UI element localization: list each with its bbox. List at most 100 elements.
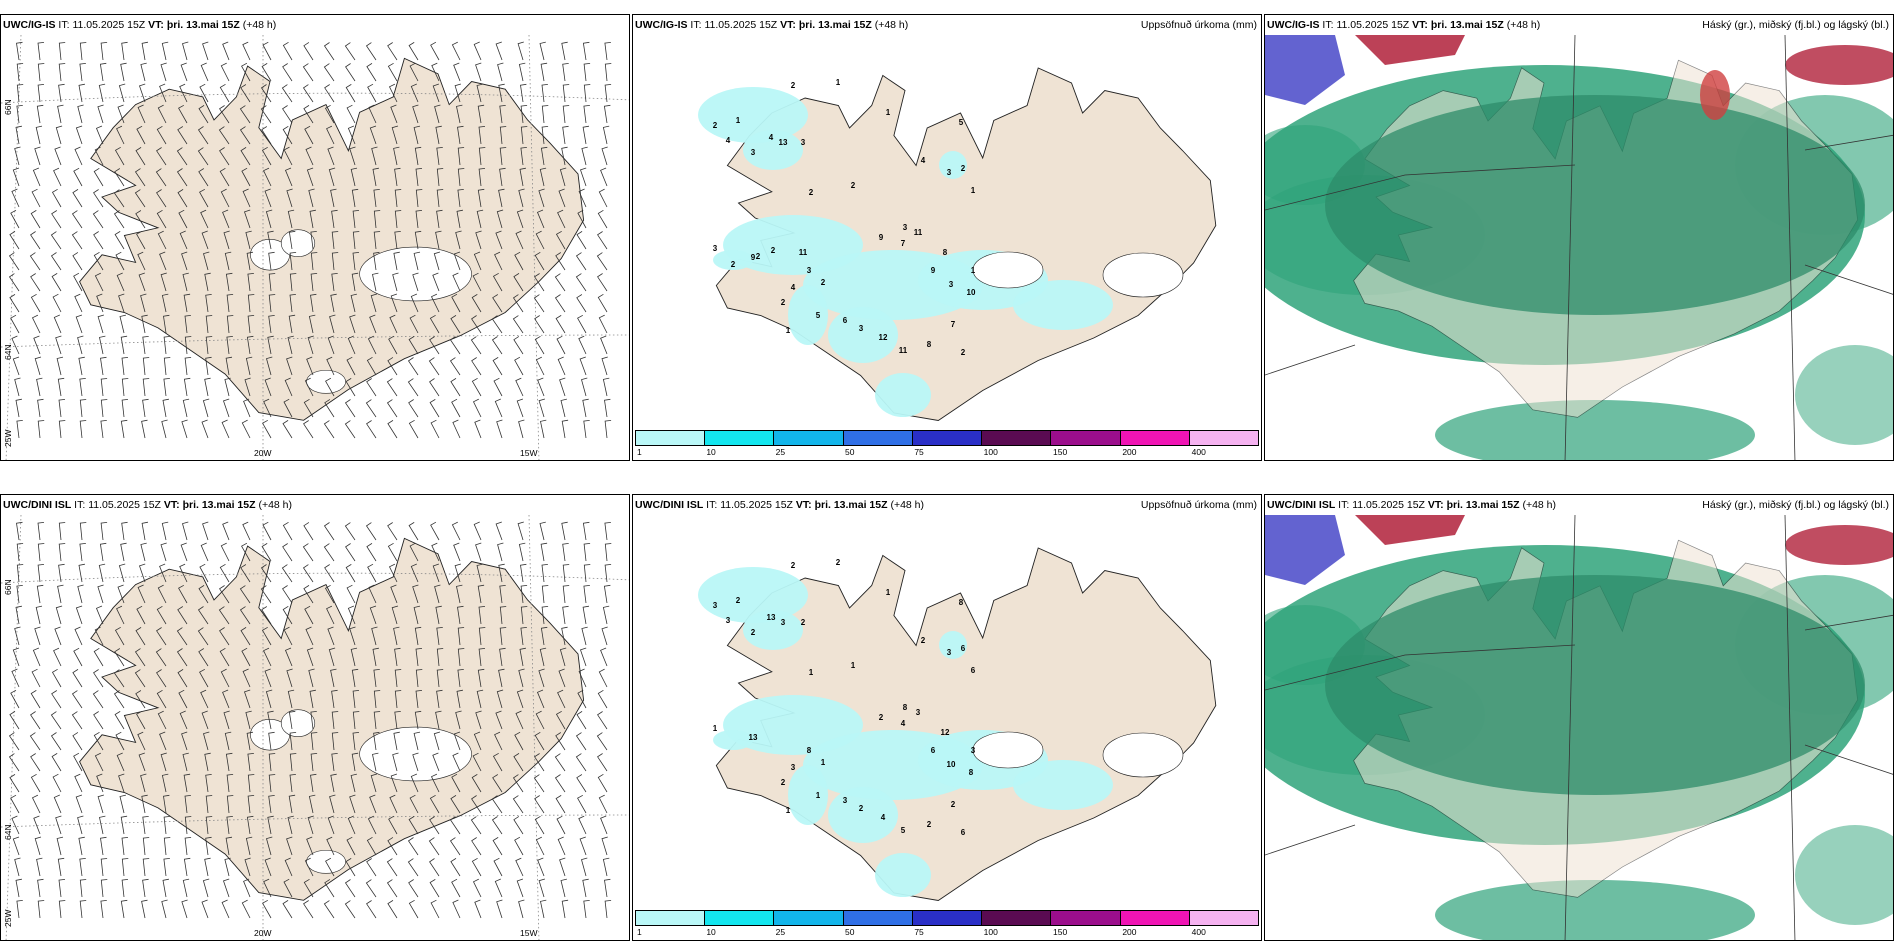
wind-barb (602, 857, 610, 877)
precip-value-label: 7 (951, 320, 956, 329)
wind-barb (562, 125, 569, 145)
wind-barb (302, 63, 314, 82)
wind-barb (219, 167, 230, 187)
precip-value-label: 10 (967, 288, 976, 297)
wind-barb (561, 626, 568, 646)
wind-barb (496, 689, 504, 709)
wind-barb (160, 752, 167, 772)
precip-value-label: 3 (726, 616, 731, 625)
low-cloud-area (1795, 345, 1893, 445)
glacier (1102, 732, 1184, 778)
wind-barb (578, 668, 587, 688)
wind-barb (181, 899, 188, 919)
precip-value-label: 6 (931, 746, 936, 755)
wind-barb (373, 231, 381, 250)
wind-barb (582, 125, 590, 145)
colorbar-cell (774, 911, 844, 925)
wind-barb (79, 522, 87, 541)
wind-barb (387, 420, 398, 439)
wind-barb (582, 398, 589, 418)
wind-barb (137, 104, 146, 124)
colorbar-cell (1189, 431, 1258, 445)
wind-barb (15, 398, 22, 418)
wind-barb (218, 606, 230, 625)
wind-barb (366, 63, 377, 82)
wind-barb (177, 189, 188, 208)
vt-value: þri. 13.mai 15Z (814, 499, 888, 511)
wind-barb (156, 209, 167, 229)
wind-barb (262, 419, 272, 439)
wind-barb (161, 899, 168, 919)
wind-barb (57, 104, 64, 124)
wind-barb (604, 420, 612, 439)
wind-barb (434, 104, 441, 124)
wind-barb (456, 104, 463, 124)
wind-barb (347, 815, 356, 835)
wind-barb (204, 377, 211, 397)
precip-value-label: 1 (971, 266, 976, 275)
wind-barb (241, 419, 251, 439)
wind-barb (161, 773, 169, 793)
wind-barb (219, 147, 230, 166)
wind-barb (161, 293, 169, 313)
vt-value: þri. 13.mai 15Z (798, 19, 872, 31)
wind-barb (519, 167, 526, 187)
wind-barb (352, 210, 360, 229)
wind-barb (324, 879, 335, 898)
wind-barb (37, 878, 44, 898)
vt-value: þri. 13.mai 15Z (166, 19, 240, 31)
wind-barb (35, 605, 43, 625)
wind-barb (408, 899, 419, 919)
wind-barb (79, 42, 87, 61)
wind-barb (15, 605, 22, 625)
wind-barb (79, 378, 86, 397)
wind-barb (286, 836, 293, 856)
lat-label-66n: 66N (3, 99, 13, 115)
wind-barb (281, 84, 293, 103)
wind-barb (394, 711, 401, 730)
wind-barb (582, 605, 590, 625)
model-name: UWC/IG-IS (3, 19, 56, 31)
wind-barb (304, 125, 314, 145)
colorbar-cell (1120, 431, 1190, 445)
colorbar-cell (1051, 911, 1121, 925)
wind-barb (449, 336, 461, 355)
precip-value-label: 3 (916, 708, 921, 717)
wind-barb (373, 189, 380, 208)
wind-barb (492, 294, 503, 313)
colorbar-tick-label: 50 (845, 447, 855, 457)
wind-barb (349, 146, 356, 166)
wind-barb (241, 647, 251, 667)
wind-barb (394, 210, 402, 229)
wind-barb (369, 125, 377, 145)
wind-barb (16, 543, 24, 562)
wind-barb (29, 252, 41, 271)
wind-barb (604, 398, 611, 418)
precip-value-label: 12 (941, 728, 950, 737)
precip-value-label: 1 (886, 588, 891, 597)
wind-barb (499, 167, 506, 187)
wind-barb (394, 690, 402, 709)
colorbar-tick-label: 400 (1191, 927, 1206, 937)
wind-barb (434, 584, 441, 604)
wind-barb (100, 420, 107, 439)
wind-barb (415, 690, 423, 709)
wind-barb (452, 272, 461, 292)
wind-barb (37, 42, 45, 61)
wind-barb (476, 83, 483, 103)
wind-barb (344, 420, 356, 439)
wind-barb (113, 189, 125, 208)
colorbar-cells (635, 430, 1259, 446)
wind-barb (371, 626, 378, 646)
wind-barb (247, 273, 254, 292)
wind-barb (310, 711, 317, 730)
wind-barb (141, 419, 148, 439)
precip-value-label: 2 (809, 188, 814, 197)
wind-barb (160, 542, 167, 562)
colorbar-cell (774, 431, 844, 445)
wind-barb (241, 62, 251, 82)
colorbar-cell (705, 911, 775, 925)
wind-barb (244, 857, 251, 877)
wind-barb (515, 377, 524, 397)
wind-barb (246, 335, 254, 355)
